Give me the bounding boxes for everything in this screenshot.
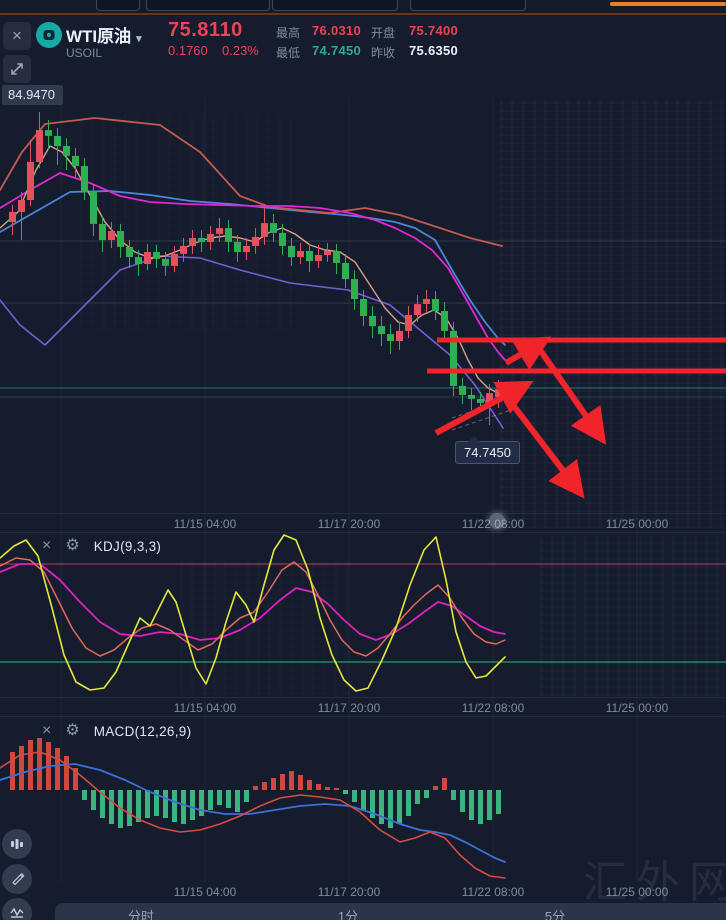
tab-timeframe-1min[interactable]: 1分	[337, 909, 359, 920]
toolbar-input-3[interactable]	[272, 0, 398, 11]
stat-open-label: 开盘	[371, 26, 396, 40]
price-tooltip: 74.7450	[455, 436, 520, 464]
logo-camera-icon	[43, 30, 55, 40]
top-toolbar-strip	[0, 0, 726, 16]
chart-type-button[interactable]	[2, 829, 32, 859]
stat-open-value: 75.7400	[409, 23, 459, 38]
stat-low-value: 74.7450	[312, 43, 362, 58]
toolbar-input-1[interactable]	[96, 0, 140, 11]
time-tick: 11/22 08:00	[461, 701, 525, 715]
close-chart-button[interactable]: ×	[3, 22, 31, 50]
stat-high-value: 76.0310	[312, 23, 362, 38]
close-icon: ×	[12, 26, 22, 45]
time-tick: 11/25 00:00	[605, 701, 669, 715]
time-tick: 11/17 20:00	[317, 517, 381, 531]
stat-prev-close-label: 昨收	[371, 46, 396, 60]
watermark-text: 汇外网	[583, 857, 726, 908]
time-tick: 11/17 20:00	[317, 885, 381, 899]
close-icon[interactable]: ×	[42, 537, 52, 554]
time-axis-main[interactable]: 11/15 04:00 11/17 20:00 11/22 08:00 11/2…	[0, 513, 726, 533]
pencil-icon	[11, 872, 24, 885]
chevron-down-icon: ▾	[136, 33, 142, 45]
gear-icon[interactable]: ⚙	[65, 722, 80, 739]
draw-tool-button[interactable]	[2, 864, 32, 894]
time-axis-macd[interactable]: 11/15 04:00 11/17 20:00 11/22 08:00 11/2…	[0, 882, 726, 900]
price-change-percent: 0.23%	[222, 43, 259, 58]
price-change: 0.1760	[168, 43, 208, 58]
collapse-button[interactable]	[3, 55, 31, 83]
tab-timeframe-fenshi[interactable]: 分时	[127, 909, 155, 920]
candlestick-icon	[11, 839, 23, 849]
gear-icon[interactable]: ⚙	[65, 537, 80, 554]
symbol-name: WTI原油	[66, 27, 132, 46]
time-axis-kdj[interactable]: 11/15 04:00 11/17 20:00 11/22 08:00 11/2…	[0, 697, 726, 717]
time-tick: 11/22 08:00	[461, 885, 525, 899]
time-tick: 11/15 04:00	[173, 885, 237, 899]
platform-logo	[36, 22, 62, 48]
resize-diagonal-icon	[11, 63, 23, 75]
macd-indicator-label: MACD(12,26,9)	[93, 723, 192, 739]
symbol-title[interactable]: WTI原油 ▾	[66, 22, 142, 47]
stat-prev-close-value: 75.6350	[409, 43, 459, 58]
time-tick: 11/22 08:00	[461, 517, 525, 531]
kdj-panel-header: × ⚙ KDJ(9,3,3)	[42, 535, 161, 557]
symbol-code: USOIL	[66, 46, 103, 60]
close-icon[interactable]: ×	[42, 722, 52, 739]
toolbar-divider	[0, 13, 726, 15]
crosshair-price-tag: 84.9470	[2, 85, 63, 105]
toolbar-input-4[interactable]	[410, 0, 526, 11]
kdj-indicator-label: KDJ(9,3,3)	[93, 538, 162, 554]
time-tick: 11/15 04:00	[173, 701, 237, 715]
last-price: 75.8110	[168, 19, 243, 41]
tab-timeframe-5min[interactable]: 5分	[544, 909, 566, 920]
stat-low-label: 最低	[276, 46, 301, 60]
indicator-wave-icon	[10, 907, 24, 918]
timeframe-bar: 分时 1分 5分	[55, 903, 726, 920]
time-tick: 11/17 20:00	[317, 701, 381, 715]
time-tick: 11/25 00:00	[605, 885, 669, 899]
macd-panel-header: × ⚙ MACD(12,26,9)	[42, 720, 191, 742]
time-tick: 11/15 04:00	[173, 517, 237, 531]
toolbar-input-2[interactable]	[146, 0, 270, 11]
price-tooltip-value: 74.7450	[464, 445, 511, 460]
symbol-header: × WTI原油 ▾ USOIL 75.8110 0.1760 0.23% 最高 7…	[0, 16, 726, 105]
stat-high-label: 最高	[276, 26, 301, 40]
scroll-position-dot[interactable]	[489, 513, 505, 529]
indicator-button[interactable]	[2, 898, 32, 920]
active-tab-accent	[610, 2, 726, 6]
time-tick: 11/25 00:00	[605, 517, 669, 531]
